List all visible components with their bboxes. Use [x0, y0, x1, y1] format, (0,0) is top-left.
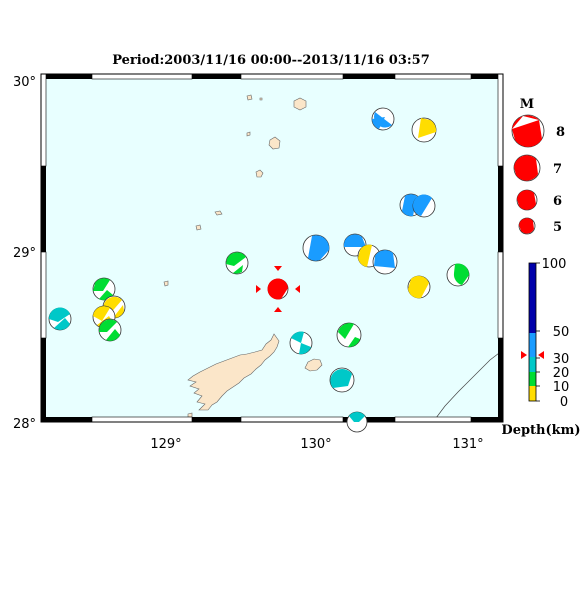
lat-label-30: 30° [13, 75, 36, 90]
island-e [214, 210, 223, 216]
beachball-ev-4 [412, 194, 436, 218]
magnitude-legend-label-5: 5 [553, 220, 562, 235]
beachball-ev-18 [289, 331, 313, 355]
depth-tick-0: 0 [560, 395, 568, 410]
depth-tick-30: 30 [553, 352, 570, 367]
beachball-ev-8 [372, 249, 398, 275]
map-frame [40, 73, 504, 423]
magnitude-legend: M 8 7 6 5 [511, 97, 565, 235]
depth-indicator-left [521, 351, 527, 359]
magnitude-legend-ball-6 [516, 189, 538, 211]
beachball-ev-12 [407, 275, 431, 299]
magnitude-legend-ball-5 [518, 217, 536, 235]
magnitude-legend-title: M [520, 97, 534, 112]
island-a [293, 97, 307, 111]
magnitude-legend-ball-8 [511, 114, 545, 148]
magnitude-legend-label-8: 8 [556, 125, 565, 140]
island-j [187, 412, 193, 418]
map-title: Period:2003/11/16 00:00--2013/11/16 03:5… [112, 53, 430, 68]
lat-label-29: 29° [13, 246, 36, 261]
island-g [163, 280, 169, 287]
beachball-ev-21 [329, 367, 355, 393]
beachball-ev-16 [98, 318, 122, 342]
magnitude-legend-ball-7 [513, 154, 541, 182]
kikaijima-island [304, 358, 323, 372]
depth-bar-0-10 [529, 386, 536, 401]
depth-legend-title: Depth(km) [501, 423, 580, 438]
beachball-ev-17 [48, 307, 72, 331]
depth-bar-10-30 [529, 357, 536, 386]
amami-oshima-island [187, 333, 280, 411]
depth-tick-50: 50 [553, 325, 570, 340]
depth-tick-100: 100 [542, 257, 567, 272]
island-b [268, 136, 281, 150]
beachball-ev-5 [302, 234, 330, 262]
beachball-ev-9 [225, 251, 249, 275]
magnitude-legend-label-7: 7 [553, 162, 562, 177]
beachball-ev-1 [371, 107, 395, 131]
island-i [259, 97, 263, 101]
beachball-ev-10 [446, 263, 470, 287]
depth-indicator-right [538, 351, 544, 359]
island-h [246, 131, 251, 137]
depth-bar-10-20 [529, 372, 536, 386]
island-f [195, 224, 202, 231]
depth-bar-deep [529, 263, 536, 333]
magnitude-legend-label-6: 6 [553, 194, 562, 209]
beachball-ev-2 [411, 117, 437, 143]
depth-tick-10: 10 [553, 380, 570, 395]
axis-labels: 30° 29° 28° 129° 130° 131° [13, 75, 484, 452]
land-group [163, 94, 323, 418]
lon-label-131: 131° [452, 437, 483, 452]
depth-legend: 100 50 30 20 10 0 Depth(km) [501, 257, 580, 438]
beachball-ev-19 [336, 322, 362, 348]
depth-bar-30-50 [529, 333, 536, 357]
depth-tick-20: 20 [553, 366, 570, 381]
island-c [255, 169, 264, 178]
lat-label-28: 28° [13, 417, 36, 432]
lon-label-129: 129° [150, 437, 181, 452]
beachball-ev-22 [346, 411, 368, 433]
beachball-ev-11 [267, 278, 289, 300]
lon-label-130: 130° [300, 437, 331, 452]
trench-line [432, 349, 504, 423]
main-shock-marker [256, 266, 300, 312]
island-d [246, 94, 253, 101]
events-layer [48, 107, 470, 433]
